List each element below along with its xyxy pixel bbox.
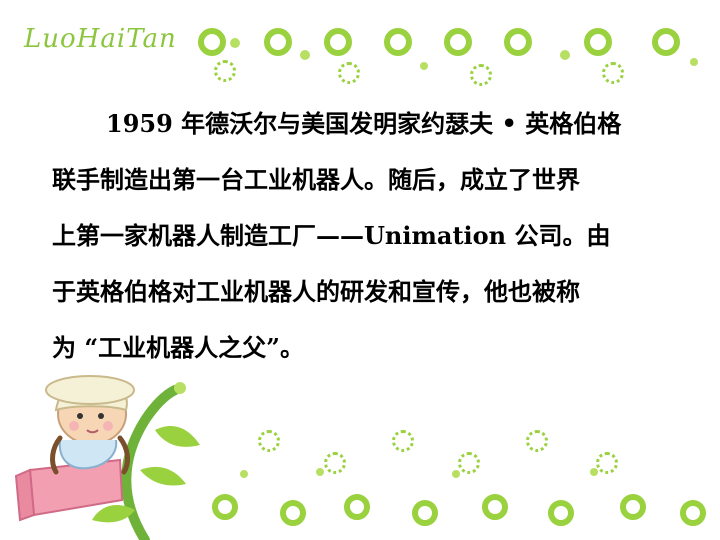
text-line-3: 上第一家机器人制造工厂——Unimation 公司。由 [52, 221, 611, 250]
text-line-1: 1959 年德沃尔与美国发明家约瑟夫 • 英格伯格 [106, 109, 622, 138]
body-text: 1959 年德沃尔与美国发明家约瑟夫 • 英格伯格 联手制造出第一台工业机器人。… [52, 96, 672, 376]
text-line-5: 为 “工业机器人之父”。 [52, 333, 304, 362]
text-line-2: 联手制造出第一台工业机器人。随后，成立了世界 [52, 165, 580, 194]
text-line-4: 于英格伯格对工业机器人的研发和宣传，他也被称 [52, 277, 580, 306]
brand-logo: LuoHaiTan [24, 24, 177, 54]
girl-reading-illustration [14, 375, 200, 540]
